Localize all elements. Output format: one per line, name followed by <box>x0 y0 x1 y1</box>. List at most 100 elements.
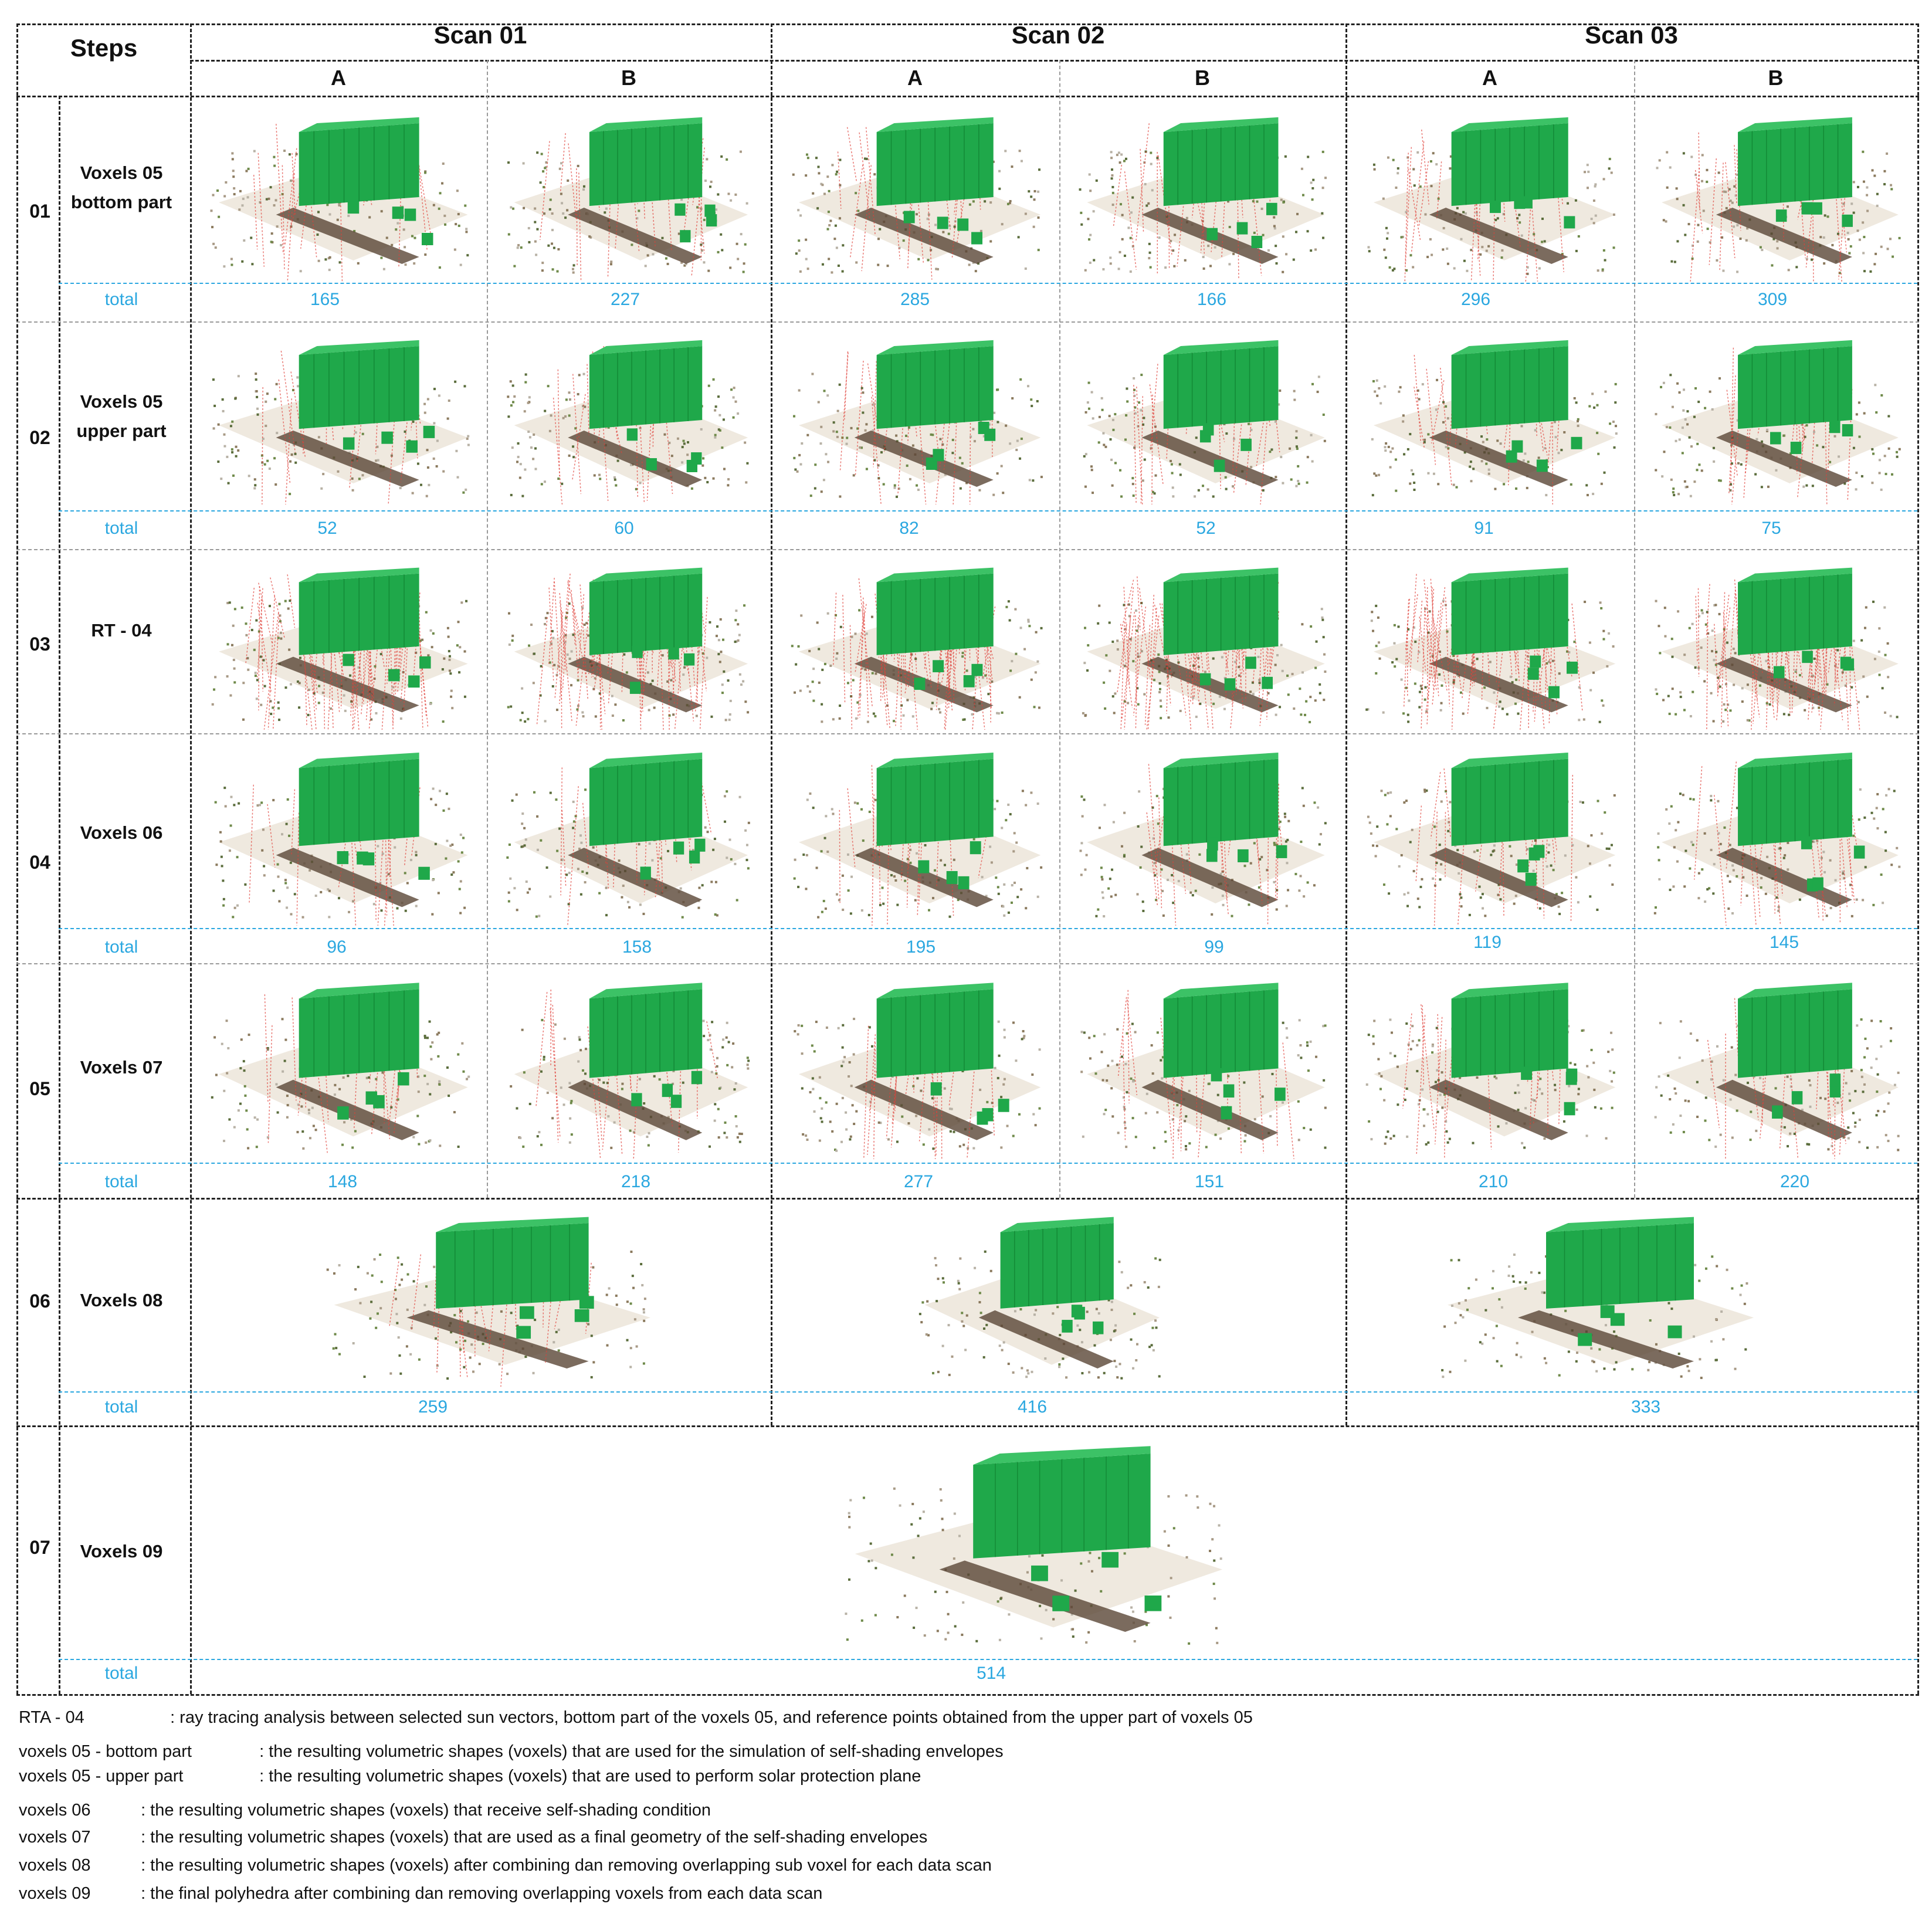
voxel-point-cloud-image <box>1065 970 1338 1159</box>
voxel-point-cloud-image <box>1065 328 1338 504</box>
step-label: Voxels 05 upper part <box>66 387 177 446</box>
voxel-point-cloud-image <box>493 328 761 504</box>
sub-header-a: A <box>907 66 923 90</box>
total-label: total <box>104 937 138 957</box>
legend-key: voxels 08 <box>19 1856 91 1875</box>
total-value: 514 <box>976 1664 1006 1683</box>
total-value: 151 <box>1194 1172 1225 1191</box>
legend-item: voxels 05 - upper part : the resulting v… <box>19 1767 921 1786</box>
total-value: 259 <box>418 1397 448 1417</box>
voxel-point-cloud-image <box>305 1205 669 1387</box>
voxel-point-cloud-image <box>1065 740 1338 926</box>
step-label: Voxels 09 <box>80 1541 163 1561</box>
step-label: RT - 04 <box>91 620 152 641</box>
step-number: 01 <box>29 201 50 222</box>
voxel-point-cloud-image <box>493 970 761 1159</box>
total-value: 296 <box>1460 290 1491 309</box>
step-number: 04 <box>29 852 50 873</box>
total-value: 52 <box>317 519 337 538</box>
voxel-point-cloud-image <box>903 1205 1173 1387</box>
sub-header-a: A <box>1482 66 1497 90</box>
legend-item: RTA - 04 : ray tracing analysis between … <box>19 1708 1253 1727</box>
step-label: Voxels 06 <box>80 822 163 843</box>
voxel-point-cloud-image <box>1351 106 1629 282</box>
total-value: 166 <box>1197 290 1227 309</box>
legend-text: : the resulting volumetric shapes (voxel… <box>259 1742 1004 1761</box>
voxel-point-cloud-image <box>1640 556 1912 730</box>
voxel-point-cloud-image <box>1351 556 1629 730</box>
voxel-point-cloud-image <box>196 556 482 730</box>
legend-key: voxels 09 <box>19 1884 91 1903</box>
total-value: 227 <box>610 290 640 309</box>
step-label-line2: upper part <box>76 421 167 441</box>
voxel-point-cloud-image <box>777 970 1055 1159</box>
sub-header-b: B <box>621 66 636 90</box>
total-value: 82 <box>899 519 919 538</box>
step-number: 06 <box>29 1290 50 1312</box>
legend-key: voxels 05 - upper part <box>19 1767 184 1786</box>
total-value: 220 <box>1780 1172 1810 1191</box>
voxel-point-cloud-image <box>1640 970 1912 1159</box>
sub-header-a: A <box>331 66 346 90</box>
legend-key: voxels 06 <box>19 1801 91 1820</box>
voxel-point-cloud-image <box>1640 740 1912 926</box>
step-label: Voxels 07 <box>80 1057 163 1078</box>
total-value: 148 <box>327 1172 358 1191</box>
total-label: total <box>104 1397 138 1417</box>
legend-item: voxels 07 : the resulting volumetric sha… <box>19 1828 927 1847</box>
legend-text: : the resulting volumetric shapes (voxel… <box>141 1801 711 1820</box>
total-value: 52 <box>1196 519 1216 538</box>
voxel-point-cloud-image <box>1419 1205 1771 1387</box>
voxel-point-cloud-image <box>1351 328 1629 504</box>
total-value: 195 <box>906 937 936 957</box>
legend-text: : the resulting volumetric shapes (voxel… <box>141 1828 928 1847</box>
voxel-point-cloud-image <box>777 328 1055 504</box>
total-value: 60 <box>614 519 634 538</box>
voxel-point-cloud-image <box>1065 106 1338 282</box>
total-value: 96 <box>327 937 347 957</box>
voxel-point-cloud-image <box>1640 328 1912 504</box>
total-label: total <box>104 519 138 538</box>
legend-key: voxels 07 <box>19 1828 91 1847</box>
legend-item: voxels 09 : the final polyhedra after co… <box>19 1884 822 1903</box>
voxel-point-cloud-image <box>196 970 482 1159</box>
sub-header-b: B <box>1195 66 1210 90</box>
legend-text: : the final polyhedra after combining da… <box>141 1884 823 1903</box>
total-value: 75 <box>1761 519 1781 538</box>
step-number: 05 <box>29 1078 50 1099</box>
step-label: Voxels 05 bottom part <box>66 158 177 217</box>
total-value: 158 <box>622 937 652 957</box>
step-label-line2: bottom part <box>70 192 172 212</box>
step-number: 07 <box>29 1537 50 1558</box>
legend-text: : the resulting volumetric shapes (voxel… <box>141 1856 992 1875</box>
legend-key: RTA - 04 <box>19 1708 84 1727</box>
total-value: 145 <box>1769 933 1799 952</box>
voxel-point-cloud-image <box>821 1431 1243 1654</box>
total-value: 333 <box>1631 1397 1661 1417</box>
step-label: Voxels 08 <box>80 1290 163 1310</box>
voxel-point-cloud-image <box>1640 106 1912 282</box>
voxel-point-cloud-image <box>777 740 1055 926</box>
voxel-point-cloud-image <box>493 740 761 926</box>
legend-item: voxels 08 : the resulting volumetric sha… <box>19 1856 992 1875</box>
legend-item: voxels 06 : the resulting volumetric sha… <box>19 1801 711 1820</box>
scan-01-header: Scan 01 <box>433 21 527 49</box>
voxel-point-cloud-image <box>1065 556 1338 730</box>
total-value: 277 <box>903 1172 934 1191</box>
total-value: 416 <box>1017 1397 1048 1417</box>
total-value: 99 <box>1204 937 1224 957</box>
step-label-line1: Voxels 05 <box>80 391 163 412</box>
legend-text: : ray tracing analysis between selected … <box>170 1708 1253 1727</box>
total-value: 119 <box>1473 933 1501 952</box>
voxel-point-cloud-image <box>493 106 761 282</box>
total-label: total <box>104 1664 138 1683</box>
total-value: 218 <box>621 1172 651 1191</box>
step-number: 03 <box>29 634 50 655</box>
total-value: 91 <box>1474 519 1494 538</box>
step-label-line1: Voxels 05 <box>80 162 163 183</box>
voxel-point-cloud-image <box>196 106 482 282</box>
scan-02-header: Scan 02 <box>1011 21 1105 49</box>
voxel-point-cloud-image <box>196 740 482 926</box>
scan-03-header: Scan 03 <box>1585 21 1678 49</box>
voxel-point-cloud-image <box>196 328 482 504</box>
